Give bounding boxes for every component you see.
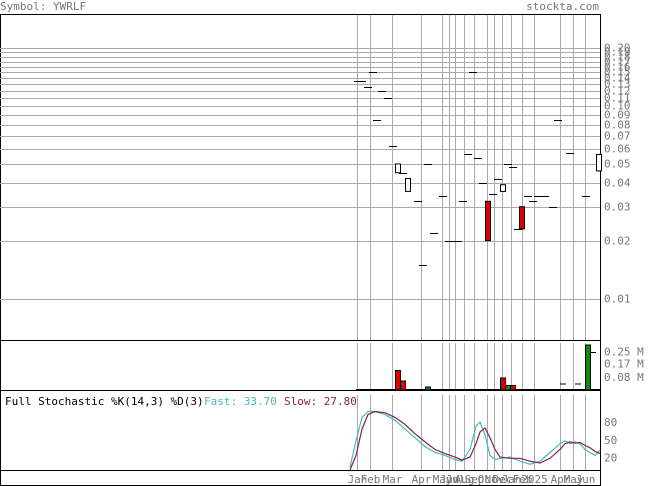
y-tick-label: 0.10	[604, 100, 631, 113]
x-tick-label: Jan	[348, 473, 368, 486]
frame	[0, 14, 601, 486]
y-tick-label: 0.09	[604, 109, 631, 122]
x-tick-label: Jan	[502, 473, 522, 486]
candle	[485, 200, 491, 242]
y-tick-label: 0.17 M	[604, 358, 644, 371]
candle	[519, 206, 525, 230]
y-tick-label: 0.03	[604, 201, 631, 214]
y-tick-label: 0.17	[604, 56, 631, 69]
legend-slow: Slow: 27.80	[284, 395, 357, 408]
x-tick-label: Mar	[383, 473, 403, 486]
y-tick-label: 0.04	[604, 177, 631, 190]
volume-bar	[585, 344, 591, 391]
x-tick-label: Jun	[576, 473, 596, 486]
stochastic-title: Full Stochastic %K(14,3) %D(3)	[5, 395, 204, 408]
x-tick-label: Oct	[478, 473, 498, 486]
stochastic-line	[349, 410, 601, 471]
y-tick-label: 0.19	[604, 46, 631, 59]
x-tick-label: Sep	[465, 473, 485, 486]
x-tick-label: Jul	[446, 473, 466, 486]
x-tick-label: Dec	[493, 473, 513, 486]
y-tick-label: 0.14	[604, 72, 631, 85]
volume-bar	[395, 370, 401, 391]
y-tick-label: 0.07	[604, 130, 631, 143]
y-tick-label: 0.02	[604, 235, 631, 248]
y-tick-label: 0.06	[604, 143, 631, 156]
candle	[596, 153, 602, 172]
y-tick-label: 0.20	[604, 42, 631, 55]
volume-bar	[505, 385, 511, 391]
legend-fast: Fast: 33.70	[204, 395, 277, 408]
y-tick-label: 0.16	[604, 61, 631, 74]
x-tick-label: May	[433, 473, 453, 486]
y-tick-label: 0.11	[604, 92, 631, 105]
y-tick-label: 0.08 M	[604, 371, 644, 384]
x-tick-label: Apr	[412, 473, 432, 486]
candle	[405, 178, 411, 192]
symbol: Symbol: YWRLF	[0, 0, 86, 13]
x-tick-label: May	[564, 473, 584, 486]
y-tick-label: 80	[604, 416, 617, 429]
x-tick-label: Feb	[361, 473, 381, 486]
y-tick-label: 0.18	[604, 51, 631, 64]
site: stockta.com	[526, 0, 599, 13]
y-tick-label: 0.15	[604, 66, 631, 79]
x-tick-label: Feb	[513, 473, 533, 486]
y-tick-label: 20	[604, 451, 617, 464]
x-tick-label: 2025	[521, 473, 548, 486]
volume-bar	[500, 377, 506, 391]
x-tick-label: Aug	[455, 473, 475, 486]
y-tick-label: 50	[604, 434, 617, 447]
x-tick-label: Nov	[485, 473, 505, 486]
volume-bar	[400, 380, 406, 391]
candle	[500, 184, 506, 192]
y-tick-label: 0.05	[604, 158, 631, 171]
y-tick-label: 0.25 M	[604, 346, 644, 359]
y-tick-label: 0.01	[604, 293, 631, 306]
y-tick-label: 0.08	[604, 119, 631, 132]
x-tick-label: Jun	[440, 473, 460, 486]
volume-bar	[425, 386, 431, 391]
candle	[395, 163, 401, 174]
y-tick-label: 0.12	[604, 85, 631, 98]
stochastic-line	[349, 410, 601, 468]
x-tick-label: Apr	[551, 473, 571, 486]
volume-bar	[510, 385, 516, 391]
y-tick-label: 0.13	[604, 78, 631, 91]
